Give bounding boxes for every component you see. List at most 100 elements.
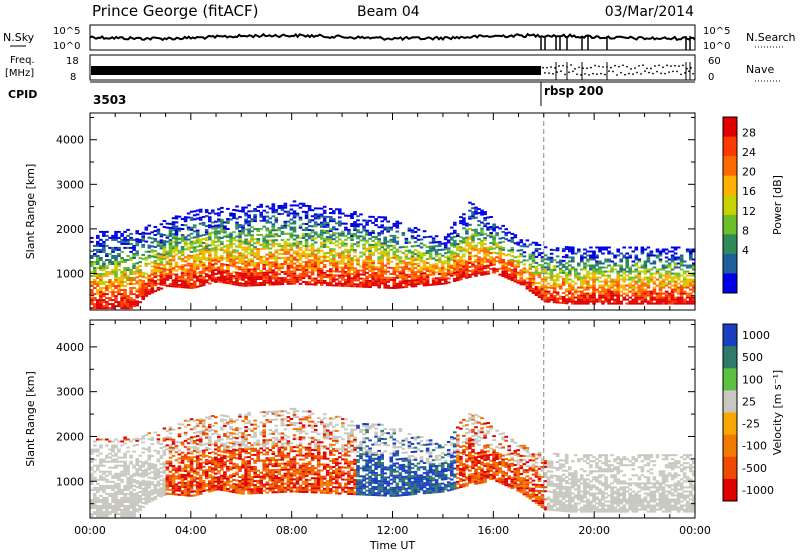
scatter-cell <box>290 257 294 259</box>
scatter-cell <box>238 236 242 238</box>
scatter-cell <box>117 263 121 265</box>
scatter-cell <box>278 253 282 255</box>
scatter-cell <box>647 259 651 261</box>
scatter-cell <box>480 258 484 260</box>
scatter-cell <box>544 284 548 286</box>
scatter-cell <box>108 287 112 289</box>
scatter-cell <box>123 437 127 439</box>
scatter-cell <box>190 275 194 277</box>
scatter-cell <box>556 261 560 263</box>
scatter-cell <box>477 224 481 226</box>
scatter-cell <box>284 277 288 279</box>
scatter-cell <box>438 281 442 283</box>
scatter-cell <box>117 287 121 289</box>
scatter-cell <box>625 261 629 263</box>
scatter-cell <box>326 276 330 278</box>
scatter-cell <box>613 269 617 271</box>
scatter-cell <box>293 200 297 202</box>
scatter-cell <box>178 476 182 478</box>
scatter-cell <box>117 451 121 453</box>
scatter-cell <box>232 231 236 233</box>
scatter-cell <box>126 229 130 231</box>
nsearch-tick-bottom: 10^0 <box>703 41 730 52</box>
scatter-cell <box>190 229 194 231</box>
scatter-cell <box>662 299 666 301</box>
scatter-cell <box>456 271 460 273</box>
scatter-cell <box>514 276 518 278</box>
scatter-cell <box>126 467 130 469</box>
nsky-tick-bottom: 10^0 <box>53 41 80 52</box>
scatter-cell <box>105 303 109 305</box>
scatter-cell <box>544 288 548 290</box>
scatter-cell <box>154 486 158 488</box>
scatter-cell <box>287 253 291 255</box>
scatter-cell <box>175 248 179 250</box>
scatter-cell <box>353 249 357 251</box>
scatter-cell <box>178 238 182 240</box>
scatter-cell <box>132 499 136 501</box>
scatter-cell <box>154 266 158 268</box>
scatter-cell <box>405 286 409 288</box>
scatter-cell <box>250 244 254 246</box>
scatter-cell <box>175 447 179 449</box>
scatter-cell <box>529 280 533 282</box>
scatter-cell <box>347 251 351 253</box>
nave-dot <box>602 66 604 68</box>
scatter-cell <box>214 225 218 227</box>
scatter-cell <box>574 253 578 255</box>
scatter-cell <box>435 265 439 267</box>
scatter-cell <box>190 247 194 249</box>
scatter-cell <box>141 435 145 437</box>
scatter-cell <box>674 281 678 283</box>
scatter-cell <box>111 481 115 483</box>
scatter-cell <box>108 457 112 459</box>
scatter-cell <box>583 267 587 269</box>
scatter-cell <box>178 433 182 435</box>
scatter-cell <box>638 299 642 301</box>
scatter-cell <box>214 279 218 281</box>
scatter-cell <box>244 219 248 221</box>
scatter-cell <box>347 283 351 285</box>
scatter-cell <box>674 253 678 255</box>
scatter-cell <box>181 258 185 260</box>
scatter-cell <box>601 253 605 255</box>
scatter-cell <box>190 263 194 265</box>
nave-dot <box>590 67 592 69</box>
scatter-cell <box>96 469 100 471</box>
scatter-cell <box>653 277 657 279</box>
scatter-cell <box>683 291 687 293</box>
scatter-cell <box>559 268 563 270</box>
scatter-cell <box>589 285 593 287</box>
scatter-cell <box>256 266 260 268</box>
scatter-cell <box>172 481 176 483</box>
scatter-cell <box>141 498 145 500</box>
scatter-cell <box>105 471 109 473</box>
scatter-cell <box>226 276 230 278</box>
scatter-cell <box>181 254 185 256</box>
scatter-cell <box>247 224 251 226</box>
nave-dot <box>640 73 642 75</box>
scatter-cell <box>141 276 145 278</box>
scatter-cell <box>296 251 300 253</box>
scatter-cell <box>290 229 294 231</box>
scatter-cell <box>114 273 118 275</box>
scatter-cell <box>111 307 115 309</box>
scatter-cell <box>468 236 472 238</box>
scatter-cell <box>686 249 690 251</box>
scatter-cell <box>541 294 545 296</box>
scatter-cell <box>607 251 611 253</box>
scatter-cell <box>386 257 390 259</box>
scatter-cell <box>456 249 460 251</box>
scatter-cell <box>347 273 351 275</box>
scatter-cell <box>665 257 669 259</box>
scatter-cell <box>178 478 182 480</box>
scatter-cell <box>656 249 660 251</box>
scatter-cell <box>674 263 678 265</box>
scatter-cell <box>96 259 100 261</box>
scatter-cell <box>638 295 642 297</box>
scatter-cell <box>480 210 484 212</box>
scatter-cell <box>105 439 109 441</box>
scatter-cell <box>456 245 460 247</box>
nave-dot <box>654 65 656 67</box>
scatter-cell <box>108 453 112 455</box>
